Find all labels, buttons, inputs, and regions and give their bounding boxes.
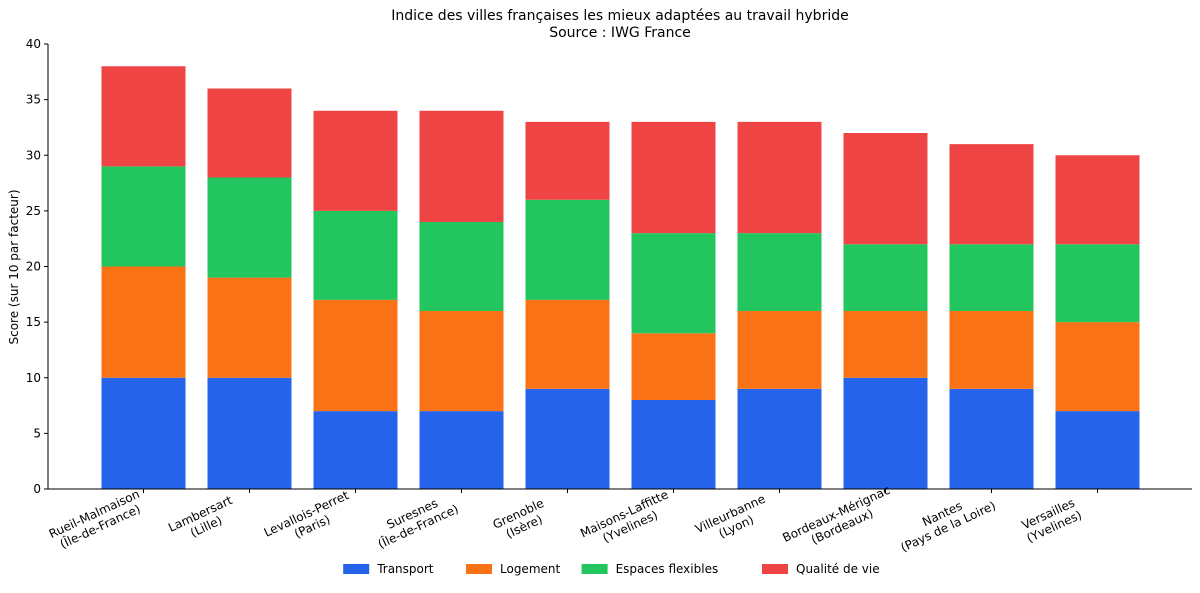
bar-transport-1 — [207, 377, 292, 489]
x-axis: Rueil-Malmaison(Île-de-France) Lambersart… — [47, 483, 1192, 558]
y-tick-label: 35 — [26, 93, 41, 107]
bar-transport-9 — [1055, 411, 1140, 489]
bar-espaces-flexibles-6 — [737, 233, 822, 311]
bar-logement-3 — [419, 311, 504, 412]
bar-logement-7 — [843, 311, 928, 378]
bar-qualit-de-vie-0 — [101, 66, 186, 167]
bar-qualit-de-vie-7 — [843, 133, 928, 245]
bar-logement-8 — [949, 311, 1034, 389]
bar-logement-9 — [1055, 322, 1140, 412]
bars-group — [101, 66, 1140, 489]
legend-label: Transport — [376, 562, 434, 576]
x-tick-label: Bordeaux-Mérignac(Bordeaux) — [780, 483, 898, 558]
bar-qualit-de-vie-6 — [737, 121, 822, 234]
bar-espaces-flexibles-4 — [525, 199, 610, 300]
bar-logement-4 — [525, 299, 610, 389]
y-tick-label: 40 — [26, 37, 41, 51]
bar-qualit-de-vie-8 — [949, 144, 1034, 245]
y-tick-label: 15 — [26, 315, 41, 329]
bar-espaces-flexibles-5 — [631, 233, 716, 334]
legend-swatch — [466, 564, 492, 574]
bar-logement-1 — [207, 277, 292, 378]
legend-swatch — [343, 564, 370, 574]
bar-espaces-flexibles-9 — [1055, 244, 1140, 323]
y-tick-label: 10 — [26, 371, 41, 385]
bar-qualit-de-vie-3 — [419, 110, 504, 222]
y-tick-label: 30 — [26, 148, 41, 162]
bar-espaces-flexibles-8 — [949, 244, 1034, 311]
x-tick-label: Grenoble(Isère) — [491, 496, 552, 544]
bar-espaces-flexibles-7 — [843, 244, 928, 311]
legend-swatch — [762, 564, 788, 574]
bar-qualit-de-vie-4 — [525, 121, 610, 200]
y-tick-label: 0 — [33, 482, 41, 496]
bar-logement-0 — [101, 266, 186, 378]
bar-logement-6 — [737, 311, 822, 389]
x-tick-label: Suresnes(Île-de-France) — [370, 489, 461, 551]
bar-espaces-flexibles-0 — [101, 166, 186, 267]
bar-qualit-de-vie-5 — [631, 121, 716, 234]
bar-transport-4 — [525, 388, 610, 489]
x-tick-label: Maisons-Laffitte(Yvelines) — [578, 487, 676, 553]
bar-espaces-flexibles-3 — [419, 222, 504, 311]
legend: Transport Logement Espaces flexibles Qualit… — [343, 562, 880, 576]
bar-transport-3 — [419, 411, 504, 489]
bar-qualit-de-vie-1 — [207, 88, 292, 178]
y-axis: 0 5 10 15 20 25 30 35 40 — [26, 37, 49, 496]
legend-label: Qualité de vie — [796, 562, 880, 576]
x-tick-label: Lambersart(Lille) — [166, 493, 241, 548]
bar-logement-2 — [313, 299, 398, 412]
bar-qualit-de-vie-2 — [313, 110, 398, 211]
y-tick-label: 25 — [26, 204, 41, 218]
x-tick-label: Nantes(Pays de la Loire) — [893, 486, 998, 555]
bar-espaces-flexibles-1 — [207, 177, 292, 278]
x-tick-label: Rueil-Malmaison(Île-de-France) — [47, 487, 148, 554]
x-tick-label: Levallois-Perret(Paris) — [262, 488, 357, 552]
legend-label: Logement — [500, 562, 560, 576]
bar-espaces-flexibles-2 — [313, 210, 398, 300]
bar-transport-8 — [949, 388, 1034, 489]
x-tick-label: Villeurbanne(Lyon) — [693, 492, 773, 549]
y-tick-label: 5 — [33, 426, 41, 440]
bar-transport-6 — [737, 388, 822, 489]
bar-transport-2 — [313, 411, 398, 489]
bar-transport-5 — [631, 400, 716, 489]
bar-transport-7 — [843, 377, 928, 489]
bar-transport-0 — [101, 377, 186, 489]
legend-label: Espaces flexibles — [616, 562, 719, 576]
y-axis-label: Score (sur 10 par facteur) — [7, 190, 21, 345]
bar-logement-5 — [631, 333, 716, 400]
x-tick-label: Versailles(Yvelines) — [1019, 495, 1084, 545]
legend-swatch — [581, 564, 608, 574]
bar-qualit-de-vie-9 — [1055, 155, 1140, 245]
chart-subtitle: Source : IWG France — [549, 25, 691, 41]
chart-title: Indice des villes françaises les mieux a… — [391, 8, 848, 24]
y-tick-label: 20 — [26, 260, 41, 274]
